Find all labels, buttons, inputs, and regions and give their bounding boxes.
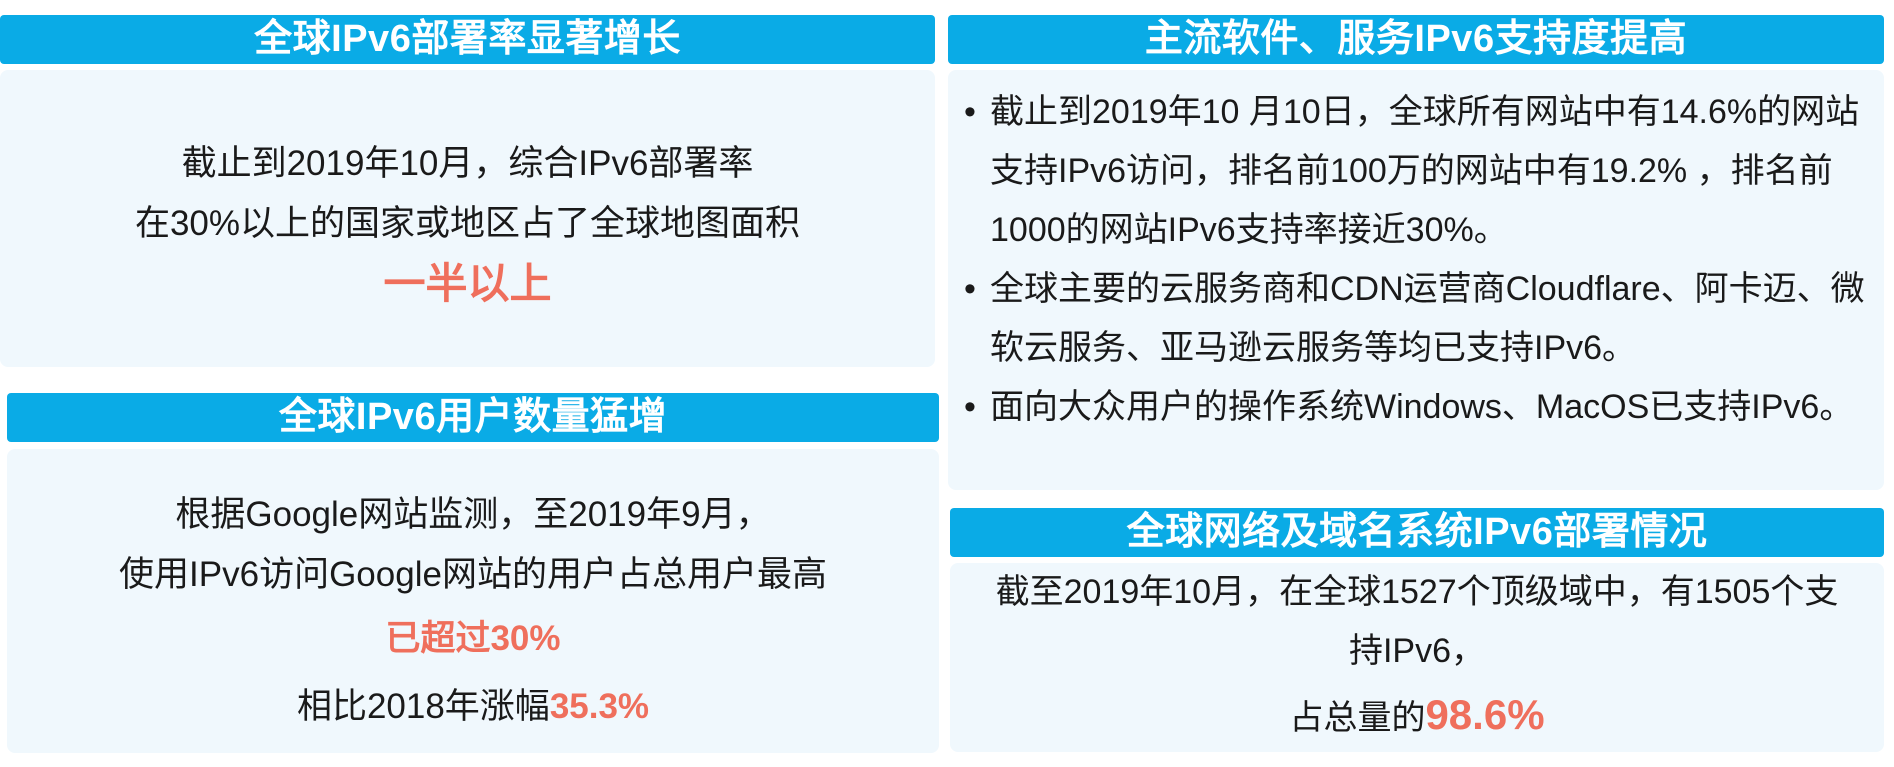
software-bullet-list: • 截止到2019年10 月10日，全球所有网站中有14.6%的网站支持IPv6… (948, 70, 1884, 437)
dns-line-1: 截至2019年10月，在全球1527个顶级域中，有1505个支 (995, 573, 1839, 611)
deployment-line-1: 截止到2019年10月，综合IPv6部署率 (181, 144, 754, 183)
bullet-icon: • (964, 388, 976, 426)
dns-body: 截至2019年10月，在全球1527个顶级域中，有1505个支 持IPv6， 占… (950, 563, 1884, 752)
users-growth-value: 35.3% (549, 687, 650, 726)
users-growth-label: 相比2018年涨幅 (296, 687, 550, 726)
users-highlight: 已超过30% (385, 619, 561, 658)
software-body: • 截止到2019年10 月10日，全球所有网站中有14.6%的网站支持IPv6… (948, 70, 1884, 490)
dns-title: 全球网络及域名系统IPv6部署情况 (950, 508, 1884, 557)
deployment-highlight: 一半以上 (383, 260, 552, 307)
deployment-body: 截止到2019年10月，综合IPv6部署率 在30%以上的国家或地区占了全球地图… (0, 70, 935, 367)
users-panel: 全球IPv6用户数量猛增 根据Google网站监测，至2019年9月， 使用IP… (7, 393, 939, 753)
dns-share-value: 98.6% (1425, 691, 1545, 738)
list-item-text: 全球主要的云服务商和CDN运营商Cloudflare、阿卡迈、微软云服务、亚马逊… (990, 270, 1865, 367)
deployment-title: 全球IPv6部署率显著增长 (0, 15, 935, 64)
deployment-line-2: 在30%以上的国家或地区占了全球地图面积 (134, 204, 801, 243)
list-item: • 截止到2019年10 月10日，全球所有网站中有14.6%的网站支持IPv6… (964, 83, 1874, 260)
software-panel: 主流软件、服务IPv6支持度提高 • 截止到2019年10 月10日，全球所有网… (948, 15, 1884, 490)
dns-line-2: 持IPv6， (1348, 632, 1486, 670)
list-item: • 全球主要的云服务商和CDN运营商Cloudflare、阿卡迈、微软云服务、亚… (964, 260, 1874, 378)
bullet-icon: • (964, 270, 976, 308)
users-body: 根据Google网站监测，至2019年9月， 使用IPv6访问Google网站的… (7, 449, 939, 753)
dns-share-label: 占总量的 (1289, 699, 1426, 737)
users-line-1: 根据Google网站监测，至2019年9月， (175, 495, 771, 534)
list-item: • 面向大众用户的操作系统Windows、MacOS已支持IPv6。 (964, 378, 1874, 437)
deployment-panel: 全球IPv6部署率显著增长 截止到2019年10月，综合IPv6部署率 在30%… (0, 15, 935, 367)
bullet-icon: • (964, 93, 976, 131)
dns-panel: 全球网络及域名系统IPv6部署情况 截至2019年10月，在全球1527个顶级域… (950, 508, 1884, 752)
software-title: 主流软件、服务IPv6支持度提高 (948, 15, 1884, 64)
users-title: 全球IPv6用户数量猛增 (7, 393, 939, 442)
dns-share-line: 占总量的98.6% (958, 681, 1876, 752)
users-growth-line: 相比2018年涨幅35.3% (7, 673, 939, 741)
list-item-text: 面向大众用户的操作系统Windows、MacOS已支持IPv6。 (990, 388, 1854, 426)
list-item-text: 截止到2019年10 月10日，全球所有网站中有14.6%的网站支持IPv6访问… (990, 93, 1860, 249)
users-line-2: 使用IPv6访问Google网站的用户占总用户最高 (119, 555, 827, 594)
